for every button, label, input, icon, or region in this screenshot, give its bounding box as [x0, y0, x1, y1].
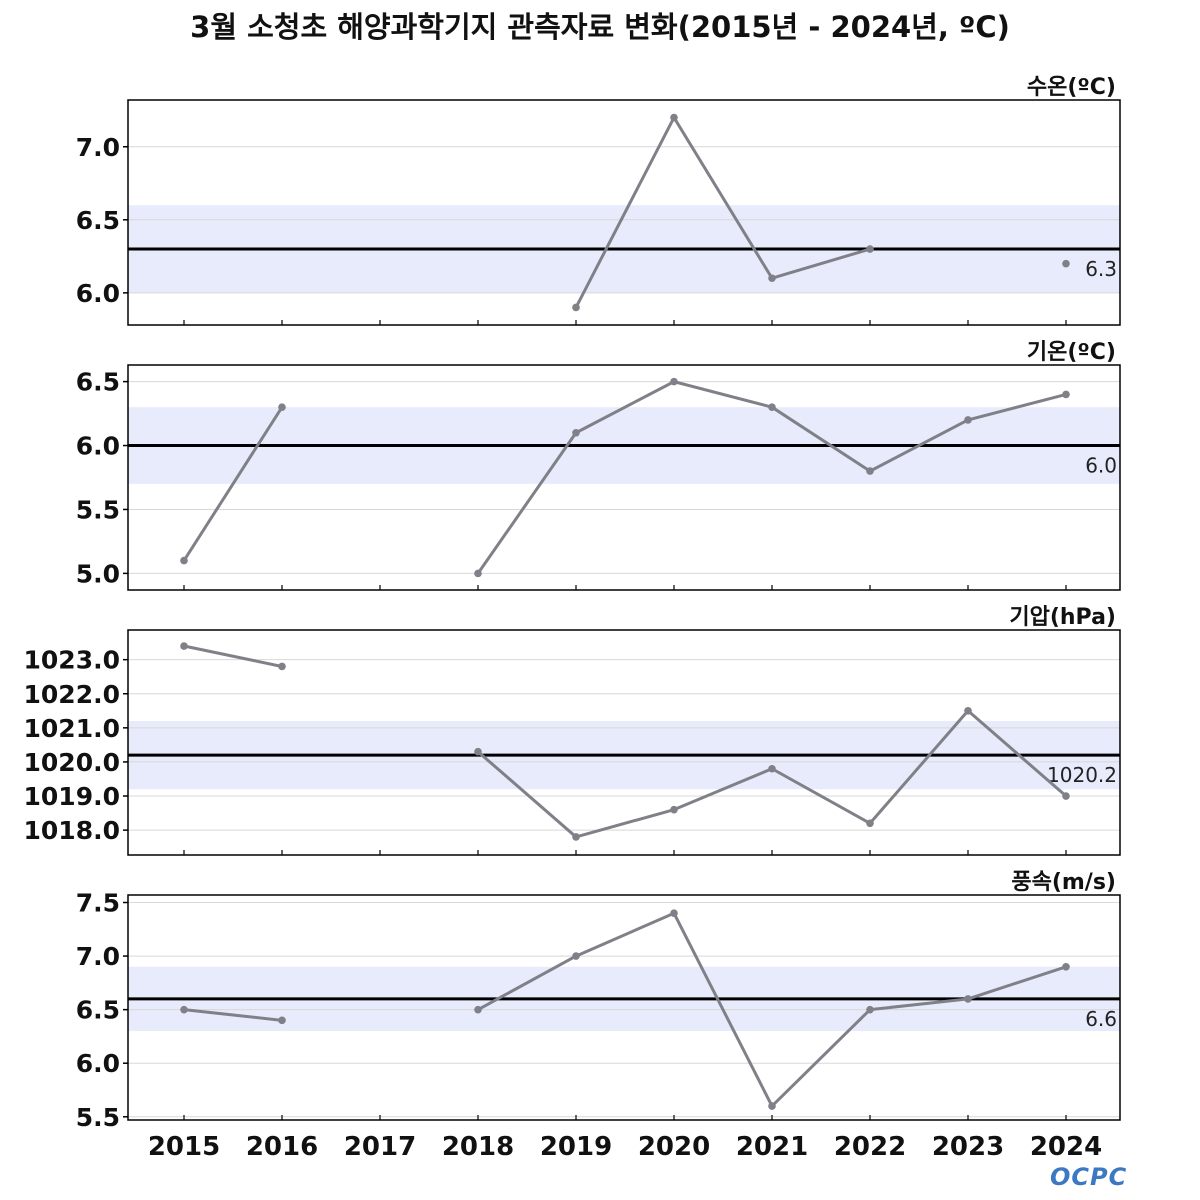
data-point: [1062, 962, 1070, 971]
data-point: [572, 952, 580, 960]
data-point: [670, 909, 678, 918]
y-tick-label: 5.5: [76, 495, 120, 524]
panel-1: 6.0 6.5 7.0 6.3 수온(ºC): [76, 75, 1121, 326]
data-point: [572, 303, 580, 312]
data-point: [278, 662, 286, 671]
y-tick-label: 7.0: [76, 133, 120, 162]
y-tick-label: 5.5: [76, 1103, 120, 1132]
panel-label: 기온(ºC): [1027, 340, 1116, 365]
y-tick-label: 1019.0: [24, 782, 120, 811]
y-tick-label: 5.0: [76, 559, 120, 588]
y-tick-label: 1023.0: [24, 646, 120, 675]
data-point: [180, 642, 188, 650]
data-point: [964, 706, 972, 715]
data-point: [866, 1005, 874, 1014]
data-point: [670, 113, 678, 122]
panel-4: 5.5 6.0 6.5 7.0 7.5 6.6 풍속(m/s): [76, 870, 1121, 1132]
data-point: [180, 556, 188, 565]
series-line: [183, 644, 283, 668]
panel-frame: [127, 894, 1121, 1121]
data-point: [866, 245, 874, 253]
x-tick-label: 2019: [540, 1132, 612, 1162]
ocpc-logo: OCPC: [1050, 1163, 1128, 1191]
y-tick-label: 1018.0: [24, 816, 120, 845]
y-tick-label: 6.0: [76, 279, 120, 308]
y-tick-label: 6.0: [76, 1049, 120, 1078]
mean-value-label: 1020.2: [1047, 763, 1117, 787]
data-point: [768, 1102, 776, 1110]
data-point: [1062, 259, 1070, 268]
x-tick-label: 2023: [932, 1132, 1004, 1162]
data-point: [572, 833, 580, 841]
mean-value-label: 6.3: [1085, 257, 1117, 281]
panel-3: 1018.0 1019.0 1020.0 1021.0 1022.0 1023.0 1020…: [24, 605, 1121, 856]
x-tick-label: 2024: [1030, 1132, 1102, 1162]
x-tick-label: 2015: [148, 1132, 220, 1162]
y-tick-label: 6.5: [76, 996, 120, 1025]
x-tick-label: 2018: [442, 1132, 514, 1162]
x-tick-label: 2021: [736, 1132, 808, 1162]
data-point: [866, 467, 874, 475]
panel-2: 5.0 5.5 6.0 6.5 6.0 기온(ºC): [76, 340, 1121, 591]
y-tick-label: 1021.0: [24, 714, 120, 743]
data-point: [572, 428, 580, 437]
mean-value-label: 6.6: [1085, 1007, 1117, 1031]
x-tick-label: 2016: [246, 1132, 318, 1162]
data-point: [1062, 390, 1070, 399]
chart-title: 3월 소청초 해양과학기지 관측자료 변화(2015년 - 2024년, ºC): [190, 10, 1010, 44]
panel-label: 풍속(m/s): [1011, 870, 1116, 895]
y-tick-label: 6.0: [76, 432, 120, 461]
series-line: [574, 116, 871, 309]
panel-frame: [127, 629, 1121, 856]
x-tick-label: 2017: [344, 1132, 416, 1162]
data-point: [474, 569, 482, 578]
x-tick-label: 2022: [834, 1132, 906, 1162]
y-tick-label: 6.5: [76, 368, 120, 397]
data-point: [474, 1005, 482, 1014]
panel-label: 기압(hPa): [1009, 605, 1116, 630]
series-line: [183, 1008, 283, 1022]
y-tick-label: 6.5: [76, 206, 120, 235]
x-tick-label: 2020: [638, 1132, 710, 1162]
data-point: [866, 819, 874, 828]
y-tick-label: 7.5: [76, 889, 120, 918]
y-tick-label: 1022.0: [24, 680, 120, 709]
data-point: [474, 747, 482, 756]
data-point: [180, 1005, 188, 1014]
y-tick-label: 1020.0: [24, 748, 120, 777]
data-point: [278, 1016, 286, 1025]
panel-label: 수온(ºC): [1027, 75, 1116, 100]
series-line: [182, 406, 284, 562]
data-point: [1062, 792, 1070, 800]
data-point: [278, 403, 286, 411]
data-point: [670, 377, 678, 386]
data-point: [964, 416, 972, 424]
data-point: [768, 274, 776, 283]
data-point: [670, 805, 678, 814]
panel-frame: [127, 99, 1121, 326]
y-tick-label: 7.0: [76, 942, 120, 971]
data-point: [768, 764, 776, 773]
mean-value-label: 6.0: [1085, 454, 1117, 478]
panel-frame: [127, 364, 1121, 591]
data-point: [964, 995, 972, 1003]
data-point: [768, 403, 776, 411]
